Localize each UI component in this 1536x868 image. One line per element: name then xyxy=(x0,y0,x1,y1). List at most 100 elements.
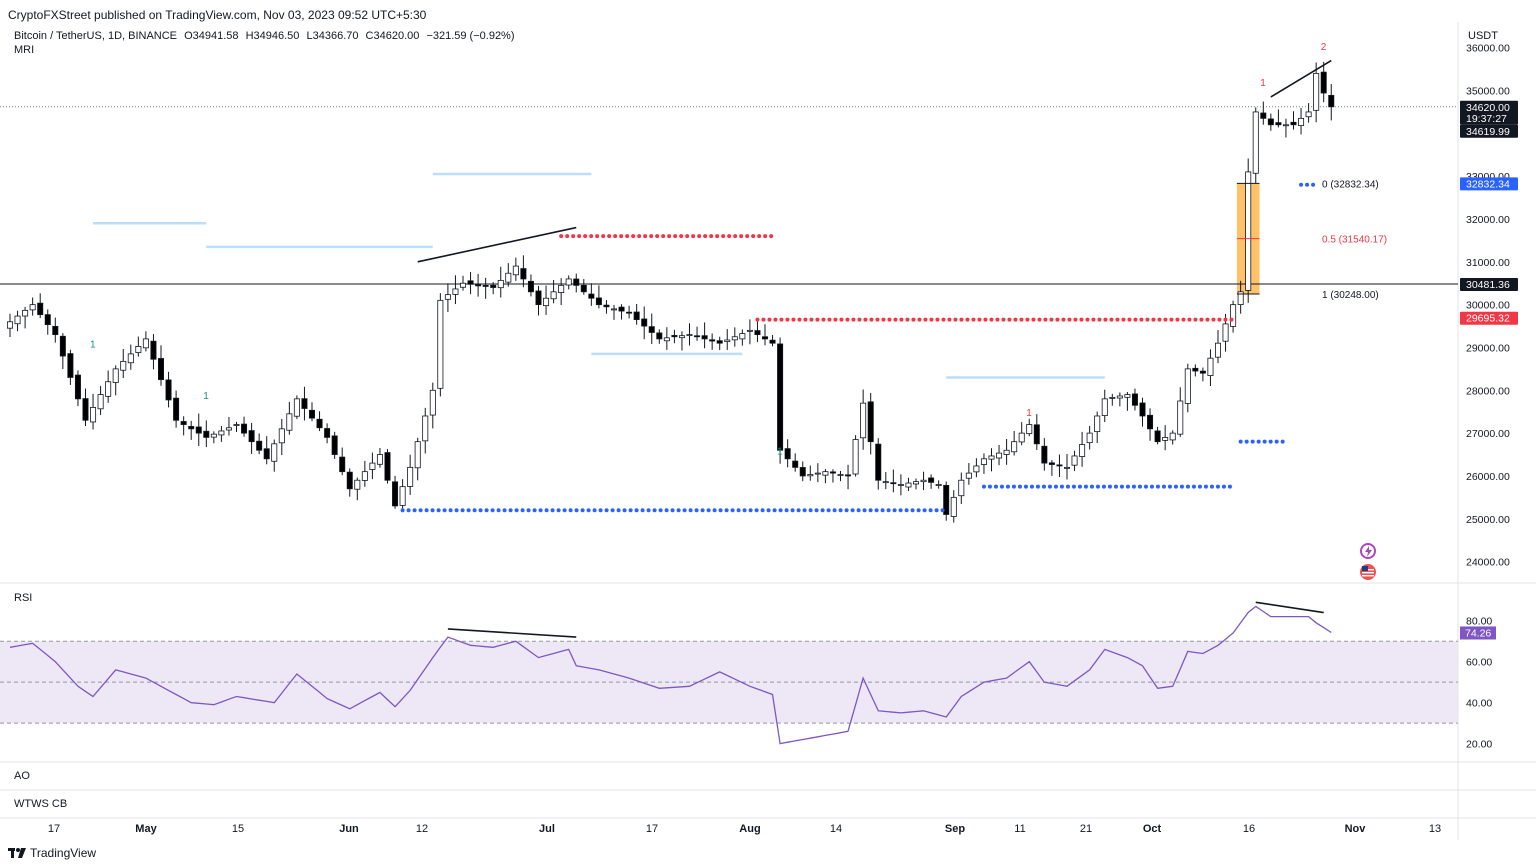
support-dot xyxy=(1131,484,1136,489)
candle-down xyxy=(1275,122,1282,126)
price-tag xyxy=(1460,100,1518,125)
candle-up xyxy=(913,481,920,485)
support-dot xyxy=(676,508,681,513)
resistance-dot xyxy=(935,317,940,322)
event-icon-flash[interactable] xyxy=(1360,543,1376,559)
ohlc-close: C34620.00 xyxy=(365,30,420,42)
support-dot xyxy=(874,508,879,513)
resistance-dot xyxy=(1007,317,1012,322)
resistance-dot xyxy=(833,317,838,322)
resistance-dot xyxy=(989,317,994,322)
resistance-dot xyxy=(601,234,606,239)
td-sequential-count: 1 xyxy=(203,391,209,402)
event-icon-us-flag[interactable] xyxy=(1360,564,1376,580)
resistance-dot xyxy=(1085,317,1090,322)
candle-up xyxy=(429,389,436,416)
candle-down xyxy=(475,284,482,287)
candle-up xyxy=(988,455,995,460)
candle-up xyxy=(127,353,134,364)
support-dot xyxy=(592,508,597,513)
candle-down xyxy=(829,471,836,474)
candle-down xyxy=(890,482,897,485)
candle-down xyxy=(588,293,595,299)
resistance-dot xyxy=(1121,317,1126,322)
resistance-dot xyxy=(773,317,778,322)
rsi-panel-label[interactable]: RSI xyxy=(14,592,33,604)
candle-down xyxy=(67,353,74,378)
support-dot xyxy=(550,508,555,513)
candle-up xyxy=(905,482,912,488)
resistance-dot xyxy=(697,234,702,239)
resistance-dot xyxy=(1175,317,1180,322)
resistance-dot xyxy=(1097,317,1102,322)
resistance-dot xyxy=(661,234,666,239)
resistance-dot xyxy=(613,234,618,239)
support-dot xyxy=(772,508,777,513)
resistance-dot xyxy=(845,317,850,322)
candle-up xyxy=(90,407,97,423)
time-axis-label: Jul xyxy=(539,823,555,835)
candle-up xyxy=(14,315,21,325)
candle-down xyxy=(520,268,527,280)
candle-up xyxy=(837,474,844,476)
candle-up xyxy=(399,486,406,506)
support-dot xyxy=(718,508,723,513)
support-dot xyxy=(1305,182,1310,187)
support-dot xyxy=(430,508,435,513)
candle-down xyxy=(535,290,542,306)
wtws-panel-label[interactable]: WTWS CB xyxy=(14,798,68,810)
support-dot xyxy=(538,508,543,513)
candle-down xyxy=(1290,121,1297,126)
support-dot xyxy=(1017,484,1022,489)
candle-down xyxy=(44,314,51,326)
support-dot xyxy=(1215,484,1220,489)
resistance-dot xyxy=(763,234,768,239)
candle-up xyxy=(1064,466,1071,469)
resistance-dot xyxy=(1163,317,1168,322)
support-dot xyxy=(802,508,807,513)
candle-down xyxy=(482,284,489,287)
candle-down xyxy=(769,339,776,344)
support-dot xyxy=(1119,484,1124,489)
publisher-line: CryptoFXStreet published on TradingView.… xyxy=(8,8,427,22)
candle-up xyxy=(354,479,361,490)
candle-up xyxy=(29,304,36,311)
candle-down xyxy=(716,340,723,344)
ohlc-change: −321.59 (−0.92%) xyxy=(426,30,515,42)
resistance-dot xyxy=(1055,317,1060,322)
resistance-dot xyxy=(1187,317,1192,322)
candle-down xyxy=(1139,402,1146,417)
resistance-dot xyxy=(917,317,922,322)
currency-label[interactable]: USDT xyxy=(1468,30,1498,42)
candle-down xyxy=(256,440,263,451)
resistance-dot xyxy=(1043,317,1048,322)
rsi-axis-tick: 80.00 xyxy=(1466,616,1492,628)
candle-down xyxy=(173,397,180,421)
candle-up xyxy=(996,452,1003,459)
symbol-legend[interactable]: Bitcoin / TetherUS, 1D, BINANCE O34941.5… xyxy=(14,30,519,42)
candle-up xyxy=(1215,342,1222,358)
support-dot xyxy=(1311,182,1316,187)
ao-panel-label[interactable]: AO xyxy=(14,770,30,782)
candle-up xyxy=(935,484,942,486)
rsi-value-label: 74.26 xyxy=(1465,627,1491,639)
support-dot xyxy=(514,508,519,513)
support-dot xyxy=(418,508,423,513)
candle-down xyxy=(618,306,625,312)
price-trendline xyxy=(1270,59,1332,98)
indicator-label-mri[interactable]: MRI xyxy=(14,44,35,56)
support-dot xyxy=(646,508,651,513)
candle-up xyxy=(980,458,987,465)
support-dot xyxy=(1262,439,1267,444)
resistance-dot xyxy=(881,317,886,322)
candle-down xyxy=(1320,71,1327,94)
price-axis-tick: 29000.00 xyxy=(1466,342,1510,354)
support-dot xyxy=(622,508,627,513)
support-dot xyxy=(1209,484,1214,489)
candle-up xyxy=(860,402,867,439)
candle-down xyxy=(203,430,210,438)
support-dot xyxy=(1203,484,1208,489)
candle-up xyxy=(958,479,965,497)
footer-brand[interactable]: TradingView xyxy=(8,846,96,860)
